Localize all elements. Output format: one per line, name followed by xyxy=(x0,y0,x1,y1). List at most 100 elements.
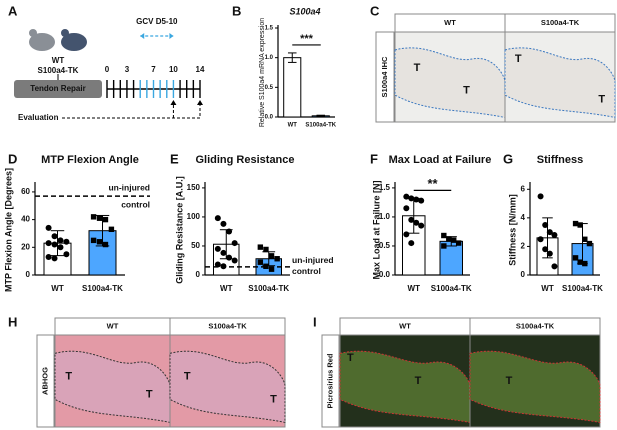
data-point xyxy=(413,196,420,203)
evaluation-arrow xyxy=(62,103,201,119)
y-axis-label: MTP Flexion Angle [Degrees] xyxy=(3,168,13,292)
data-point xyxy=(446,236,452,242)
tendon-outline xyxy=(169,350,286,424)
tissue-label: T xyxy=(415,375,422,387)
tendon-outline xyxy=(504,47,616,119)
data-point xyxy=(96,239,103,245)
y-tick-label: 4 xyxy=(521,213,526,222)
data-point xyxy=(90,214,97,220)
data-point xyxy=(408,195,415,202)
data-point xyxy=(586,240,593,247)
data-point xyxy=(231,257,238,264)
data-point xyxy=(268,253,275,259)
data-point xyxy=(403,193,410,200)
data-point xyxy=(542,246,549,253)
data-point xyxy=(546,229,553,236)
data-point xyxy=(408,216,415,223)
data-point xyxy=(108,226,115,233)
data-point xyxy=(257,259,264,265)
data-point xyxy=(572,220,579,227)
group-label: S100a4-TK xyxy=(38,66,79,75)
x-tick-label: WT xyxy=(288,123,298,129)
tissue-label: T xyxy=(463,84,470,96)
data-point xyxy=(45,240,52,247)
data-point xyxy=(96,215,103,221)
data-point xyxy=(102,216,109,223)
y-tick-label: 40 xyxy=(21,215,30,224)
y-tick-label: 150 xyxy=(187,183,201,192)
data-point xyxy=(418,222,425,229)
data-point xyxy=(577,259,583,265)
y-tick-label: 0 xyxy=(196,270,201,279)
timeline-label: 0 xyxy=(105,65,110,74)
mouse-icon xyxy=(61,33,87,51)
surgery-label: Tendon Repair xyxy=(30,84,85,93)
data-point xyxy=(268,266,275,272)
y-axis-label: Relative S100a4 mRNA expression xyxy=(259,18,266,127)
x-tick-label: WT xyxy=(541,284,554,293)
data-point xyxy=(537,236,544,243)
timeline-label: 7 xyxy=(151,65,156,74)
data-point xyxy=(546,250,553,257)
data-point xyxy=(403,205,410,212)
tissue-label: T xyxy=(414,62,421,74)
data-point xyxy=(455,240,462,246)
panel-letter: D xyxy=(8,151,17,166)
data-point xyxy=(57,237,64,244)
significance-label: *** xyxy=(300,33,314,45)
y-tick-label: 2 xyxy=(521,242,526,251)
panel-letter: B xyxy=(232,3,241,18)
panel-letter: F xyxy=(370,151,378,166)
significance-label: ** xyxy=(427,176,438,191)
panel-letter: G xyxy=(503,151,513,166)
bar xyxy=(283,57,302,118)
y-tick-label: 1.5 xyxy=(265,26,274,32)
chart-title: Max Load at Failure xyxy=(389,154,492,166)
y-tick-label: 1.0 xyxy=(379,212,391,221)
tissue-label: T xyxy=(506,375,513,387)
y-tick-label: 0.5 xyxy=(265,85,274,91)
y-axis-label: Max Load at Failure [N] xyxy=(371,180,381,279)
data-point xyxy=(441,243,447,249)
group-label: WT xyxy=(52,56,65,65)
column-label: WT xyxy=(444,18,456,27)
chart-title: Gliding Resistance xyxy=(195,154,294,166)
data-point xyxy=(403,231,410,238)
data-point xyxy=(263,246,269,253)
y-tick-label: 20 xyxy=(21,242,30,251)
tendon-outline xyxy=(469,350,601,423)
y-tick-label: 60 xyxy=(21,187,30,196)
panel-letter: C xyxy=(370,3,380,18)
reference-label: control xyxy=(292,266,321,276)
data-point xyxy=(577,222,583,228)
reference-label: un-injured xyxy=(108,182,150,192)
tissue-label: T xyxy=(184,370,191,382)
column-label: S100a4-TK xyxy=(541,18,580,27)
data-point xyxy=(582,236,588,242)
data-point xyxy=(542,222,549,228)
x-tick-label: WT xyxy=(220,284,233,293)
data-point xyxy=(51,255,58,262)
data-point xyxy=(51,233,58,240)
x-tick-label: WT xyxy=(51,284,64,293)
data-point xyxy=(413,219,420,226)
tissue-label: T xyxy=(146,389,153,401)
mouse-ear xyxy=(61,29,69,37)
stain-box xyxy=(375,31,395,123)
tissue-label: T xyxy=(347,352,354,364)
data-point xyxy=(226,228,233,235)
data-point xyxy=(51,241,58,248)
tendon-outline xyxy=(339,350,471,423)
panel-letter: H xyxy=(8,314,17,329)
data-point xyxy=(451,237,457,243)
timeline-label: 3 xyxy=(125,65,130,74)
y-axis-label: Gliding Resistance [A.U.] xyxy=(174,176,184,284)
surgery-box xyxy=(14,80,102,98)
y-tick-label: 1.5 xyxy=(379,183,391,192)
tissue-label: T xyxy=(65,370,72,382)
timeline-label: 10 xyxy=(169,65,178,74)
data-point xyxy=(257,244,264,250)
data-point xyxy=(214,261,221,268)
tendon-outline xyxy=(54,350,171,424)
